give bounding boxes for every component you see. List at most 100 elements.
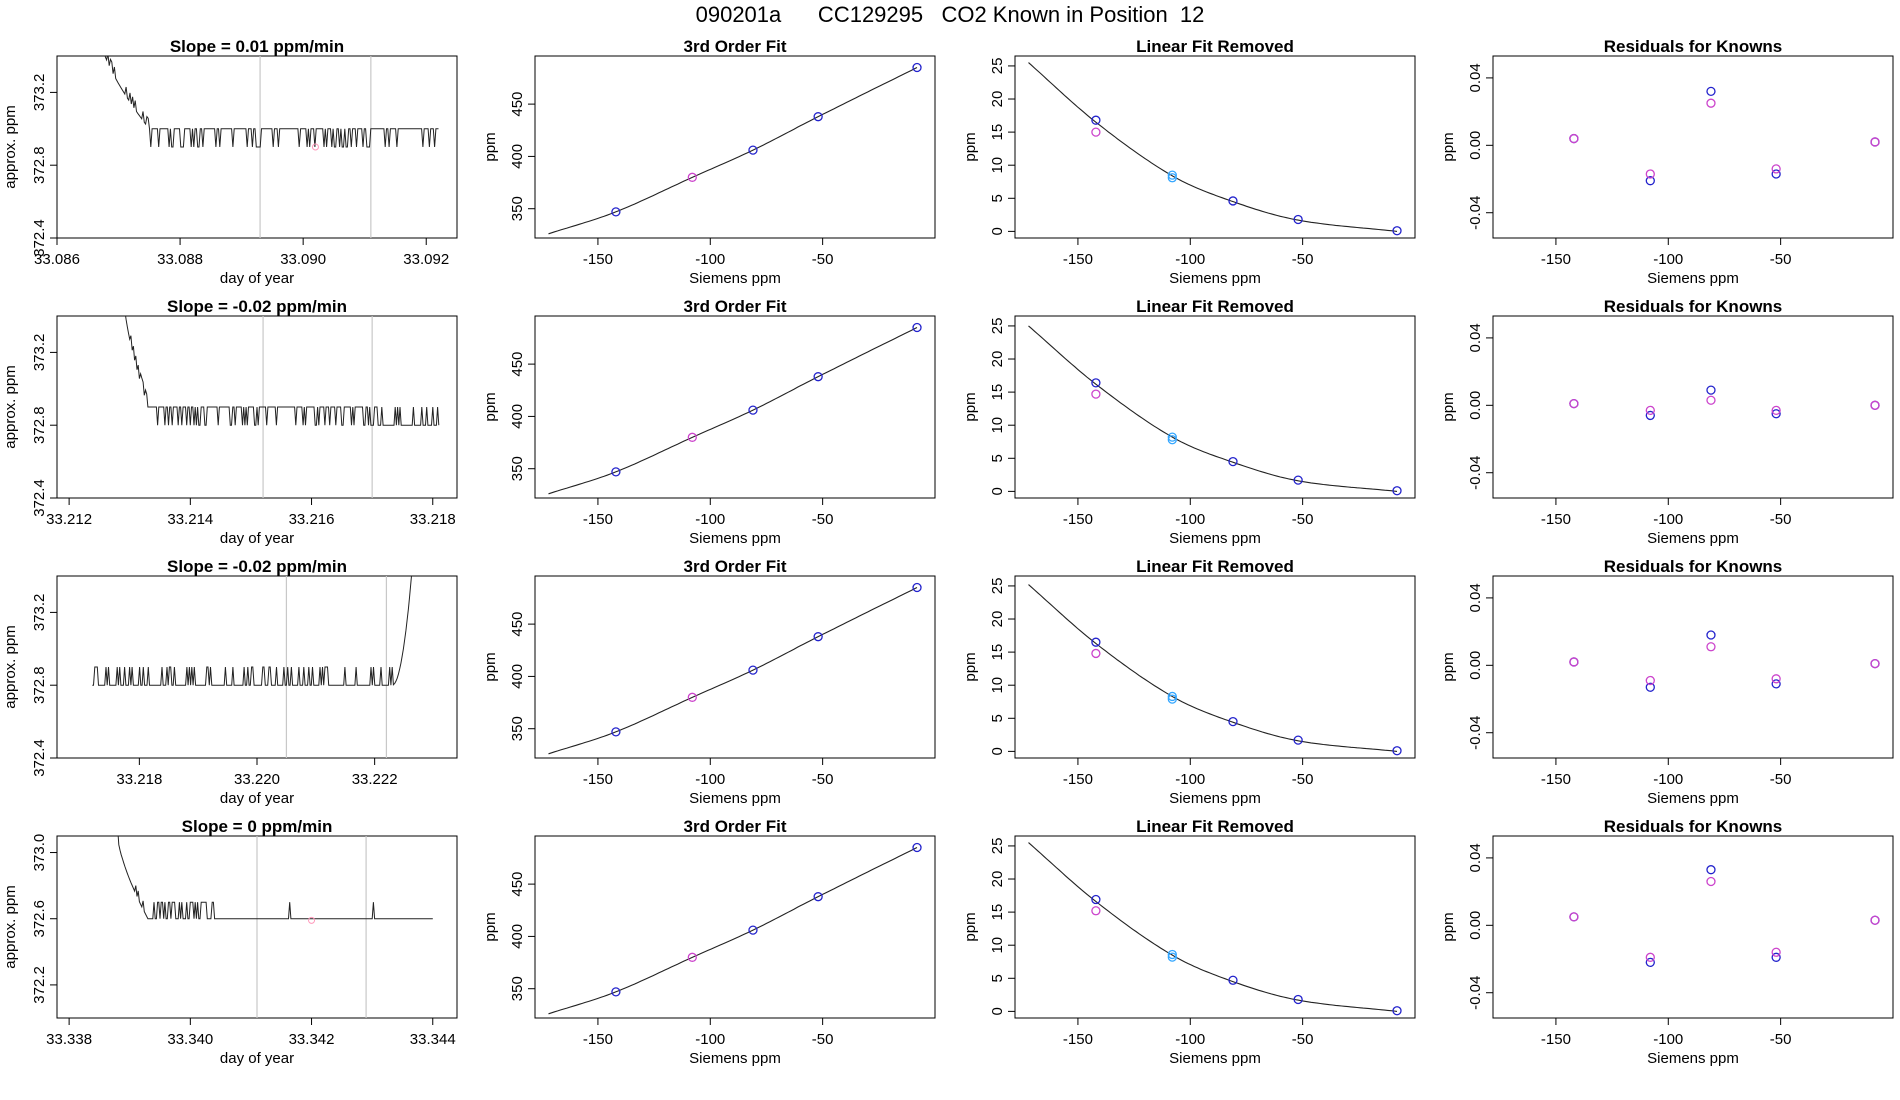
x-tick-label: -150 [1063, 1031, 1093, 1048]
x-tick-label: -50 [1292, 251, 1314, 268]
x-tick-label: 33.216 [289, 511, 335, 528]
plot-frame [1492, 55, 1894, 239]
x-axis-label: Siemens ppm [689, 270, 781, 287]
data-point [1870, 658, 1880, 669]
x-tick-label: -150 [583, 251, 613, 268]
plot-frame [1014, 55, 1416, 239]
y-tick-label: 15 [989, 124, 1006, 141]
y-tick-label: 372.4 [31, 739, 48, 777]
plot-frame [1014, 315, 1416, 499]
y-tick-label: 20 [989, 871, 1006, 888]
y-tick-label: 25 [989, 318, 1006, 335]
data-point [1771, 169, 1781, 179]
y-axis-label: ppm [962, 132, 979, 161]
data-point [611, 467, 621, 477]
x-tick-label: -100 [1175, 511, 1205, 528]
y-tick-label: 0.00 [1467, 651, 1484, 680]
data-point [813, 892, 823, 902]
y-axis-label: ppm [482, 652, 499, 681]
chart-panel-3-3: Linear Fit Removed -150 -100 -50 0 5 10 15 20 25 S… [962, 557, 1416, 807]
x-tick-label: 33.088 [157, 251, 203, 268]
y-tick-label: 0 [989, 747, 1006, 755]
x-tick-label: -150 [1541, 771, 1571, 788]
x-tick-label: -100 [695, 1031, 725, 1048]
y-axis-label: ppm [1440, 392, 1457, 421]
fit-curve [548, 67, 918, 235]
data-point [1167, 691, 1177, 702]
y-tick-label: 400 [509, 144, 526, 169]
data-point [1167, 952, 1177, 962]
y-tick-label: 372.8 [31, 146, 48, 184]
y-tick-label: 0 [989, 1007, 1006, 1015]
x-tick-label: -100 [1175, 771, 1205, 788]
y-tick-label: 15 [989, 384, 1006, 401]
x-tick-label: -100 [695, 771, 725, 788]
chart-panel-1-3: Linear Fit Removed -150 -100 -50 0 5 10 15 20 25 S… [962, 37, 1416, 287]
plot-frame [534, 575, 936, 759]
data-point [1706, 876, 1716, 887]
data-point [1228, 975, 1238, 985]
x-axis-label: Siemens ppm [689, 530, 781, 547]
y-tick-label: 400 [509, 924, 526, 949]
x-axis-label: Siemens ppm [689, 1050, 781, 1067]
y-tick-label: 25 [989, 838, 1006, 855]
data-trace [117, 836, 433, 920]
x-tick-label: -50 [1770, 511, 1792, 528]
data-point [1392, 746, 1402, 756]
x-tick-label: 33.218 [116, 771, 162, 788]
x-tick-label: -50 [812, 511, 834, 528]
x-tick-label: 33.220 [234, 771, 280, 788]
y-tick-label: 450 [509, 612, 526, 637]
plot-area [548, 842, 922, 1015]
data-point [813, 632, 823, 642]
y-tick-label: 372.4 [31, 219, 48, 257]
data-point [1645, 675, 1655, 686]
chart-panel-3-2: 3rd Order Fit -150 -100 -50 350 400 450 Siemens… [482, 557, 936, 807]
y-tick-label: 350 [509, 716, 526, 741]
data-point [687, 432, 697, 442]
y-axis-label: approx. ppm [2, 885, 19, 968]
plot-frame [534, 55, 936, 239]
chart-panel-4-3: Linear Fit Removed -150 -100 -50 0 5 10 15 20 25 S… [962, 817, 1416, 1067]
data-point [1228, 716, 1238, 727]
plot-frame [56, 55, 458, 239]
data-point [813, 112, 823, 122]
fit-curve [1028, 842, 1398, 1012]
plot-frame [534, 835, 936, 1019]
data-point [813, 372, 823, 382]
y-axis-label: ppm [962, 912, 979, 941]
panel-title: Linear Fit Removed [1136, 817, 1294, 836]
marker-point [311, 143, 319, 151]
chart-panel-3-4: Residuals for Knowns -150 -100 -50 -0.04 0.00… [1440, 557, 1894, 807]
y-tick-label: 373.2 [31, 594, 48, 632]
data-point [1569, 133, 1579, 144]
plot-area [92, 576, 412, 758]
x-tick-label: 33.092 [403, 251, 449, 268]
x-axis-label: Siemens ppm [1647, 1050, 1739, 1067]
data-point [1167, 432, 1177, 442]
x-tick-label: -100 [1653, 771, 1683, 788]
plot-area [117, 836, 433, 1018]
chart-panel-1-4: Residuals for Knowns -150 -100 -50 -0.04 0.00… [1440, 37, 1894, 287]
data-point [1706, 385, 1716, 395]
data-point [1392, 1006, 1402, 1016]
data-point [912, 842, 922, 853]
x-tick-label: -50 [1770, 1031, 1792, 1048]
data-point [1771, 164, 1781, 174]
x-tick-label: -150 [583, 511, 613, 528]
plot-frame [1492, 835, 1894, 1019]
plot-area [1569, 630, 1880, 692]
x-axis-label: Siemens ppm [1169, 270, 1261, 287]
x-tick-label: 33.344 [410, 1031, 456, 1048]
y-axis-label: ppm [1440, 652, 1457, 681]
data-point [912, 322, 922, 333]
data-point [1645, 952, 1655, 962]
y-axis-label: ppm [1440, 912, 1457, 941]
plot-frame [1014, 835, 1416, 1019]
y-tick-label: 5 [989, 714, 1006, 722]
data-point [1293, 475, 1303, 485]
data-point [1569, 912, 1579, 922]
y-tick-label: 20 [989, 91, 1006, 108]
chart-panel-4-2: 3rd Order Fit -150 -100 -50 350 400 450 Siemens… [482, 817, 936, 1067]
y-tick-label: 0.04 [1467, 843, 1484, 872]
